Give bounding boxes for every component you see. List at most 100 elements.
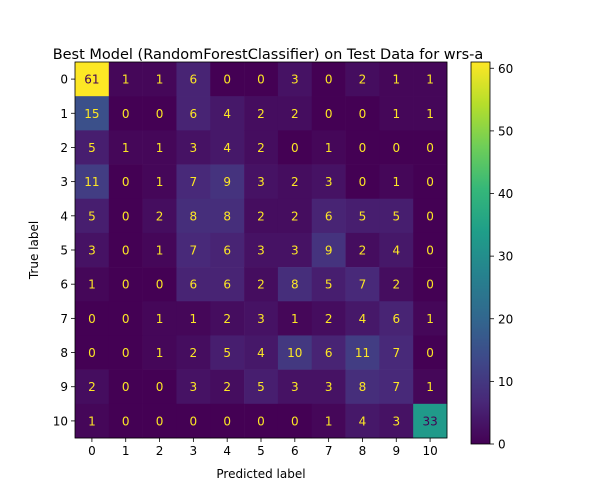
cell-value-label: 3 [257, 244, 265, 258]
cell-value-label: 1 [392, 73, 400, 87]
y-tick-label: 7 [60, 312, 68, 326]
heatmap-cell [244, 403, 279, 439]
heatmap-cell [413, 198, 448, 234]
heatmap-cell [345, 164, 380, 200]
cell-value-label: 0 [122, 209, 130, 223]
heatmap-cell [311, 335, 346, 370]
cell-value-label: 10 [287, 346, 302, 360]
cell-value-label: 15 [84, 107, 99, 121]
heatmap-cell [210, 62, 245, 97]
cell-value-label: 1 [156, 175, 164, 189]
heatmap-cell [176, 62, 211, 97]
x-tick-label: 6 [291, 444, 299, 458]
cell-value-label: 8 [223, 209, 231, 223]
cell-value-label: 4 [223, 107, 231, 121]
heatmap-cell [210, 403, 245, 439]
heatmap-cell [379, 130, 414, 165]
heatmap-cell [413, 267, 448, 302]
heatmap-cell [108, 335, 143, 370]
heatmap-cell [277, 96, 313, 131]
y-tick-label: 9 [60, 380, 68, 394]
cell-value-label: 1 [190, 312, 198, 326]
heatmap-cell [379, 62, 414, 97]
cell-value-label: 3 [291, 73, 299, 87]
cell-value-label: 2 [257, 141, 265, 155]
heatmap-cell [277, 232, 313, 268]
cell-value-label: 1 [156, 141, 164, 155]
x-tick-label: 10 [422, 444, 437, 458]
cell-value-label: 0 [122, 175, 130, 189]
cell-value-label: 0 [156, 380, 164, 394]
cell-value-label: 1 [426, 73, 434, 87]
cell-value-label: 0 [325, 107, 333, 121]
cell-value-label: 2 [325, 312, 333, 326]
cell-value-label: 5 [88, 209, 96, 223]
heatmap-cell [210, 267, 245, 302]
heatmap-cell [176, 130, 211, 165]
cell-value-label: 1 [156, 346, 164, 360]
cell-value-label: 6 [325, 209, 333, 223]
cell-value-label: 5 [359, 209, 367, 223]
cell-value-label: 8 [291, 278, 299, 292]
cell-value-label: 0 [426, 141, 434, 155]
cell-value-label: 2 [156, 209, 164, 223]
heatmap-cell [244, 62, 279, 97]
heatmap-cell [379, 369, 414, 405]
x-tick-label: 0 [88, 444, 96, 458]
cell-value-label: 0 [359, 107, 367, 121]
x-tick-label: 4 [223, 444, 231, 458]
cell-value-label: 6 [190, 73, 198, 87]
heatmap-cell [345, 232, 380, 268]
cell-value-label: 2 [88, 380, 96, 394]
cell-value-label: 5 [88, 141, 96, 155]
heatmap-cell [142, 96, 177, 131]
heatmap-cell-labels: 61 1 1 6 0 0 3 0 2 1 115 0 0 6 4 2 2 0 0 1 15 1 1 3 4 2 0 1 0 0 011 0 1 7… [84, 73, 437, 429]
heatmap-cell [108, 267, 143, 302]
heatmap-cell [176, 301, 211, 336]
cell-value-label: 8 [190, 209, 198, 223]
heatmap-cell [413, 301, 448, 336]
heatmap-cell [345, 267, 380, 302]
cell-value-label: 6 [223, 278, 231, 292]
heatmap-cell [244, 164, 279, 200]
cell-value-label: 0 [426, 346, 434, 360]
heatmap-cell [210, 301, 245, 336]
heatmap-cell [142, 198, 177, 234]
heatmap-cells [75, 62, 448, 439]
heatmap-cell [345, 335, 380, 370]
heatmap-cell [413, 164, 448, 200]
cell-value-label: 0 [223, 414, 231, 428]
colorbar-tick-label: 20 [498, 312, 513, 326]
cell-value-label: 4 [257, 346, 265, 360]
cell-value-label: 0 [190, 414, 198, 428]
cell-value-label: 0 [122, 107, 130, 121]
cell-value-label: 1 [88, 278, 96, 292]
heatmap-cell [345, 62, 380, 97]
cell-value-label: 3 [190, 380, 198, 394]
heatmap-cell [311, 267, 346, 302]
heatmap-cell [176, 403, 211, 439]
cell-value-label: 2 [223, 380, 231, 394]
heatmap-cell [345, 198, 380, 234]
cell-value-label: 4 [392, 244, 400, 258]
cell-value-label: 0 [122, 244, 130, 258]
heatmap-cell [379, 267, 414, 302]
heatmap-cell [413, 62, 448, 97]
cell-value-label: 33 [422, 414, 437, 428]
heatmap-cell [176, 369, 211, 405]
heatmap-cell [142, 130, 177, 165]
x-axis-ticks: 0 1 2 3 4 5 6 7 8 9 10 [88, 438, 438, 458]
cell-value-label: 3 [291, 244, 299, 258]
heatmap-cell [244, 267, 279, 302]
cell-value-label: 2 [190, 346, 198, 360]
cell-value-label: 7 [392, 380, 400, 394]
heatmap-cell [108, 164, 143, 200]
heatmap-cell [277, 301, 313, 336]
heatmap-cell [311, 403, 346, 439]
cell-value-label: 1 [426, 107, 434, 121]
x-axis-label: Predicted label [216, 467, 305, 481]
heatmap-cell [210, 335, 245, 370]
heatmap-cell [210, 369, 245, 405]
heatmap-cell [413, 403, 448, 439]
